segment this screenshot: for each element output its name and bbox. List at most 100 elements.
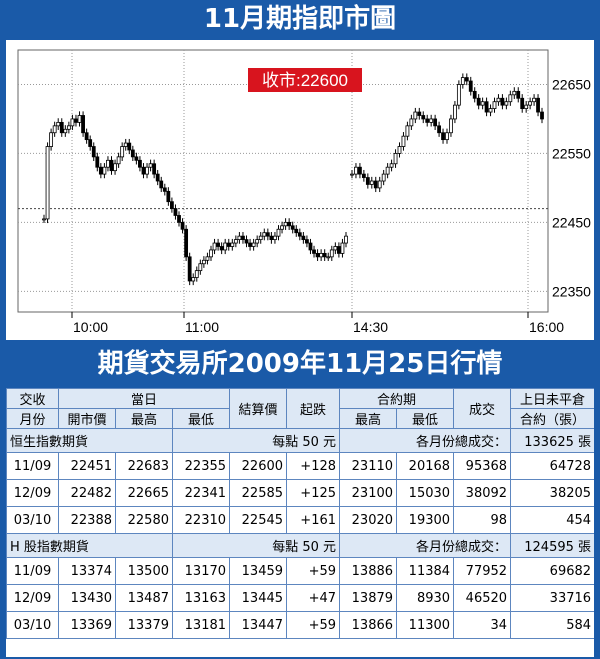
section-header-hsi: 恒生指數期貨 每點 50 元 各月份總成交： 133625 張 [6, 428, 594, 453]
table-row: 11/09 22451 22683 22355 22600 +128 23110… [6, 452, 594, 480]
candle-body [393, 153, 398, 165]
cell-high: 13379 [115, 611, 173, 639]
candle-body [381, 173, 386, 182]
cell-low: 13170 [171, 557, 231, 585]
candle-body [49, 132, 54, 147]
cell-oi: 38205 [510, 479, 594, 507]
cell-low: 13163 [171, 584, 231, 612]
candle-body [297, 232, 302, 237]
cell-month: 03/10 [6, 611, 59, 639]
candle-body [262, 232, 267, 237]
candle-body [102, 166, 107, 175]
x-tick-label: 16:00 [529, 319, 564, 335]
candle-body [512, 90, 517, 96]
cell-contract-low: 19300 [396, 506, 455, 534]
candle-body [350, 173, 354, 176]
candle-body [52, 125, 57, 134]
cell-month: 11/09 [6, 452, 59, 480]
candle-body [209, 249, 213, 258]
candle-body [326, 256, 331, 259]
chart-svg: 22650 22550 22450 22350 10:00 11:00 14:30 16:00… [17, 49, 591, 335]
cell-contract-low: 8930 [396, 584, 455, 612]
candle-body [205, 256, 210, 261]
cell-settle: 13445 [229, 584, 288, 612]
candle-body [344, 235, 348, 244]
candle-body [425, 118, 430, 123]
candle-body [84, 132, 89, 141]
candle-body [468, 80, 473, 92]
candle-body [472, 90, 477, 99]
table-title: 期貨交易所2009年11月25日行情 [0, 342, 600, 386]
header-high: 最高 [115, 408, 173, 429]
candle-body [59, 121, 64, 134]
cell-contract-low: 20168 [396, 452, 455, 480]
candle-body [88, 139, 93, 147]
cell-oi: 584 [510, 611, 594, 639]
candle-body [155, 173, 160, 182]
candle-body [336, 246, 341, 254]
candle-body [134, 156, 139, 161]
candle-body [198, 263, 203, 272]
table-header-row-1: 交收 當日 結算價 起跌 合約期 成交 上日未平倉 [6, 388, 594, 429]
candle-body [405, 125, 410, 137]
candle-body [63, 128, 68, 134]
section-unit: 每點 50 元 [171, 533, 341, 558]
cell-open: 13369 [58, 611, 116, 639]
candle-body [223, 242, 228, 251]
candle-body [524, 104, 529, 110]
cell-volume: 77952 [453, 557, 512, 585]
candle-body [365, 177, 370, 185]
candle-body [145, 166, 149, 175]
candle-body [70, 118, 75, 127]
candle-body [113, 163, 117, 172]
section-name: H 股指數期貨 [6, 533, 173, 558]
cell-settle: 13447 [229, 611, 288, 639]
table-row: 03/10 22388 22580 22310 22545 +161 23020… [6, 506, 594, 534]
section-total: 133625 張 [510, 428, 594, 453]
candle-body [109, 159, 114, 172]
header-settle: 結算價 [229, 388, 288, 429]
cell-change: +128 [286, 452, 341, 480]
candle-body [492, 101, 497, 110]
candle-body [241, 235, 245, 241]
cell-low: 13181 [171, 611, 231, 639]
candle-body [258, 235, 263, 241]
cell-contract-low: 11300 [396, 611, 455, 639]
candle-body [77, 115, 82, 123]
candle-body [294, 228, 299, 234]
candle-body [421, 115, 426, 120]
x-tick-label: 11:00 [185, 319, 219, 335]
header-low: 最低 [171, 408, 231, 429]
header-month: 月份 [6, 408, 59, 429]
candle-body [401, 135, 406, 147]
candle-body [333, 246, 338, 251]
cell-high: 22580 [115, 506, 173, 534]
candle-body [429, 118, 434, 123]
candle-body [251, 242, 256, 247]
cell-volume: 38092 [453, 479, 512, 507]
candle-body [244, 239, 249, 244]
candle-body [528, 101, 533, 106]
header-change: 起跌 [286, 388, 341, 429]
cell-oi: 64728 [510, 452, 594, 480]
candle-body [148, 163, 153, 168]
candle-body [116, 156, 121, 165]
candle-body [162, 187, 167, 192]
cell-contract-high: 23100 [339, 479, 398, 507]
candle-body [433, 118, 438, 127]
candle-body [283, 221, 288, 227]
candle-body [464, 77, 469, 82]
candle-body [315, 252, 320, 258]
candle-body [520, 97, 525, 110]
candle-body [184, 228, 189, 258]
cell-contract-low: 15030 [396, 479, 455, 507]
candle-body [98, 166, 103, 175]
candle-body [106, 159, 110, 168]
candle-body [496, 97, 501, 103]
section-total: 124595 張 [510, 533, 594, 558]
close-annotation: 收市:22600 [262, 71, 348, 90]
candle-body [516, 90, 521, 99]
candle-body [532, 97, 536, 103]
candle-body [152, 163, 157, 175]
cell-change: +125 [286, 479, 341, 507]
